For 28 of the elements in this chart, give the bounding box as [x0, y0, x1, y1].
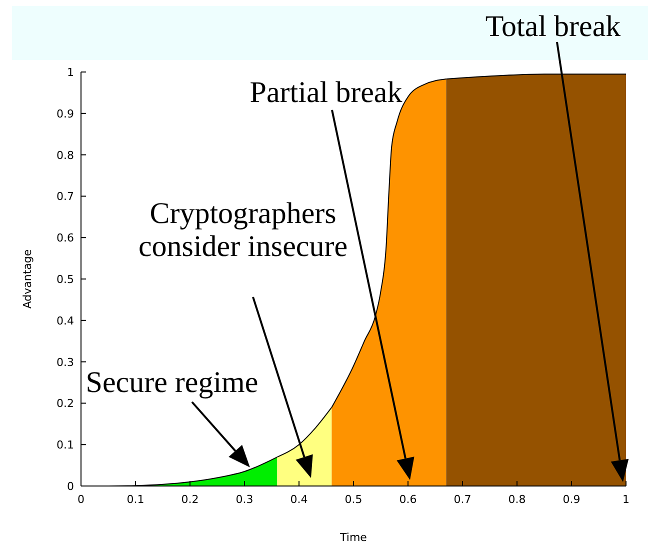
- x-tick-label: 1: [622, 493, 630, 506]
- annotation: Secure regime: [86, 366, 258, 399]
- x-tick-label: 0.6: [399, 493, 417, 506]
- text: Total break: [485, 10, 621, 43]
- x-tick-label: 0: [78, 493, 84, 506]
- x-tick-label: 0.4: [290, 493, 308, 506]
- x-tick-label: 0.1: [126, 493, 144, 506]
- y-tick-label: 0.9: [56, 107, 74, 120]
- x-tick-label: 0.5: [344, 493, 362, 506]
- x-tick-label: 0.2: [181, 493, 199, 506]
- y-tick-label: 0.4: [56, 314, 74, 328]
- x-axis-title: Time: [339, 531, 368, 544]
- x-tick-label: 0.3: [236, 493, 254, 506]
- x-tick-label: 0.8: [508, 493, 526, 506]
- x-tick-label: 0.7: [454, 493, 472, 506]
- y-tick-label: 0.8: [56, 148, 74, 162]
- annotation: Partial break: [250, 76, 402, 109]
- y-tick-label: 0.1: [56, 438, 74, 452]
- y-tick-label: 0.5: [56, 273, 74, 286]
- y-tick-label: 0.3: [56, 356, 74, 369]
- annotation: Cryptographers consider insecure: [138, 197, 348, 263]
- x-tick-label: 0.9: [562, 493, 580, 506]
- y-tick-label: 0.7: [56, 190, 74, 204]
- y-tick-label: 0: [67, 480, 74, 493]
- y-tick-label: 0.2: [56, 397, 74, 410]
- y-tick-label: 1: [67, 66, 74, 79]
- y-tick-label: 0.6: [56, 232, 74, 245]
- y-axis-title: Advantage: [21, 249, 34, 309]
